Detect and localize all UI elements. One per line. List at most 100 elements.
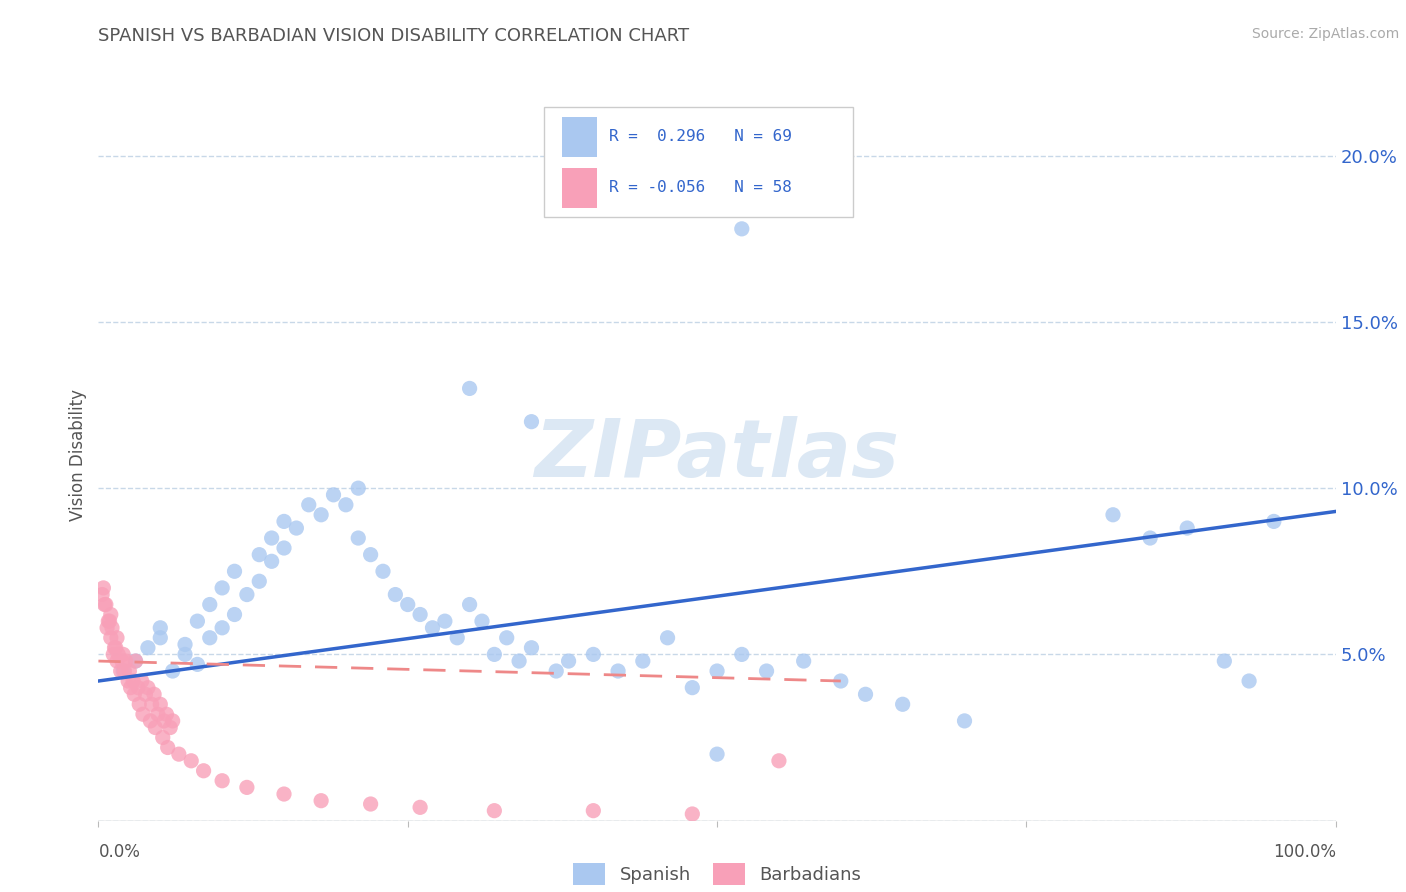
Point (155, 707, 177, 722)
Point (211, 581, 233, 595)
Point (322, 488, 344, 502)
Point (855, 687, 877, 701)
Point (520, 640, 543, 655)
Point (1102, 508, 1125, 522)
Point (546, 664, 568, 678)
Point (156, 740, 179, 755)
Point (127, 681, 149, 695)
Point (768, 754, 790, 768)
Legend: Spanish, Barbadians: Spanish, Barbadians (565, 855, 869, 892)
Point (347, 531, 370, 545)
Point (384, 588, 406, 602)
Point (211, 773, 233, 788)
Point (162, 664, 184, 678)
Point (149, 631, 172, 645)
Point (100, 607, 122, 622)
Point (731, 648, 754, 662)
Point (309, 794, 332, 808)
Point (347, 481, 370, 495)
Point (1175, 521, 1198, 535)
Point (224, 607, 246, 622)
Point (111, 654, 134, 668)
Point (124, 687, 146, 701)
Point (124, 654, 146, 668)
Point (98, 614, 121, 628)
Text: ZIPatlas: ZIPatlas (534, 416, 900, 494)
Point (117, 673, 139, 688)
Point (755, 664, 778, 678)
Y-axis label: Vision Disability: Vision Disability (69, 389, 87, 521)
Point (657, 631, 679, 645)
Point (101, 621, 124, 635)
Point (247, 548, 270, 562)
Point (371, 564, 394, 578)
Point (309, 508, 332, 522)
Point (198, 631, 221, 645)
Point (91, 588, 114, 602)
Point (236, 780, 259, 795)
Point (260, 531, 283, 545)
Point (136, 640, 159, 655)
Point (124, 654, 146, 668)
Point (360, 548, 382, 562)
Point (298, 498, 321, 512)
Point (198, 598, 221, 612)
Bar (562, 168, 598, 208)
Text: R = -0.056   N = 58: R = -0.056 N = 58 (609, 180, 793, 195)
Point (186, 614, 208, 628)
Point (174, 648, 197, 662)
Text: 100.0%: 100.0% (1272, 843, 1336, 861)
Point (224, 564, 246, 578)
Point (396, 598, 419, 612)
Point (149, 621, 172, 635)
Point (706, 664, 728, 678)
Point (152, 731, 174, 745)
Point (706, 747, 728, 761)
Point (409, 800, 432, 814)
Point (105, 654, 128, 668)
Point (103, 648, 125, 662)
Point (260, 554, 283, 568)
Point (93, 581, 115, 595)
Point (285, 521, 308, 535)
Point (557, 654, 579, 668)
Point (793, 654, 815, 668)
Bar (562, 117, 598, 157)
Point (422, 621, 444, 635)
Text: SPANISH VS BARBADIAN VISION DISABILITY CORRELATION CHART: SPANISH VS BARBADIAN VISION DISABILITY C… (98, 27, 689, 45)
Point (582, 648, 605, 662)
Point (236, 588, 259, 602)
Point (446, 631, 468, 645)
Point (681, 681, 703, 695)
Point (110, 664, 132, 678)
Point (193, 764, 215, 778)
Point (273, 515, 295, 529)
Point (409, 607, 432, 622)
Point (1237, 673, 1260, 688)
Point (681, 807, 703, 822)
Point (174, 637, 197, 651)
Point (484, 648, 506, 662)
Point (211, 621, 233, 635)
Point (180, 754, 202, 768)
Point (143, 687, 166, 701)
Point (335, 498, 357, 512)
Point (139, 714, 162, 728)
Point (731, 222, 754, 236)
Point (114, 654, 136, 668)
Point (141, 698, 163, 712)
Point (149, 698, 172, 712)
Point (112, 664, 135, 678)
Point (107, 648, 129, 662)
Point (830, 673, 852, 688)
Point (495, 631, 517, 645)
Point (118, 664, 141, 678)
Text: R =  0.296   N = 69: R = 0.296 N = 69 (609, 129, 793, 145)
Point (458, 381, 481, 395)
Point (159, 721, 181, 735)
Text: 0.0%: 0.0% (98, 843, 141, 861)
Point (146, 707, 169, 722)
Point (128, 698, 150, 712)
Point (167, 747, 190, 761)
Point (607, 664, 630, 678)
